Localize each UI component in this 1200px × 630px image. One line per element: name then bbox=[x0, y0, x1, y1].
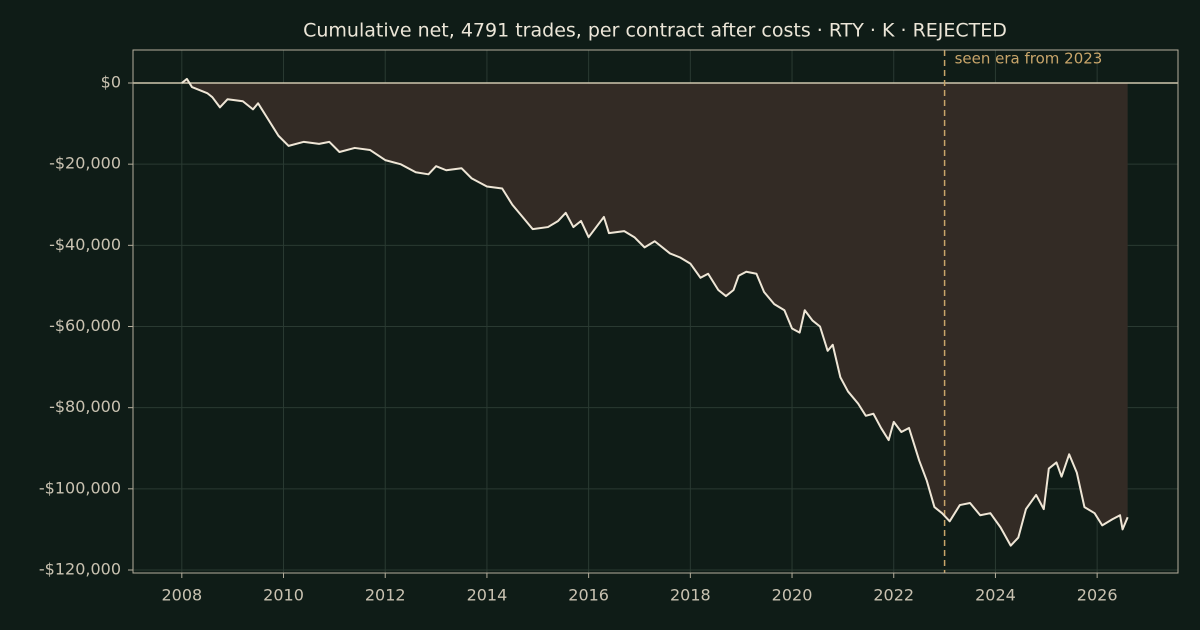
x-tick-label: 2012 bbox=[365, 586, 406, 605]
y-tick-label: -$20,000 bbox=[49, 154, 121, 173]
x-tick-label: 2008 bbox=[161, 586, 202, 605]
x-tick-label: 2022 bbox=[873, 586, 914, 605]
y-tick-label: -$40,000 bbox=[49, 235, 121, 254]
x-tick-label: 2014 bbox=[467, 586, 508, 605]
y-tick-label: -$60,000 bbox=[49, 316, 121, 335]
y-tick-label: $0 bbox=[101, 72, 121, 91]
chart-title: Cumulative net, 4791 trades, per contrac… bbox=[303, 20, 1007, 42]
plot-frame bbox=[132, 49, 1179, 574]
y-tick-label: -$100,000 bbox=[39, 478, 121, 497]
y-tick-label: -$80,000 bbox=[49, 397, 121, 416]
x-tick-label: 2010 bbox=[263, 586, 304, 605]
x-tick-label: 2018 bbox=[670, 586, 711, 605]
line bbox=[181, 77, 1129, 547]
x-tick-label: 2026 bbox=[1077, 586, 1118, 605]
annotation: seen era from 2023 bbox=[955, 50, 1103, 68]
x-tick-label: 2020 bbox=[772, 586, 813, 605]
x-tick-label: 2016 bbox=[568, 586, 609, 605]
y-tick-label: -$120,000 bbox=[39, 559, 121, 578]
x-tick-label: 2024 bbox=[975, 586, 1016, 605]
